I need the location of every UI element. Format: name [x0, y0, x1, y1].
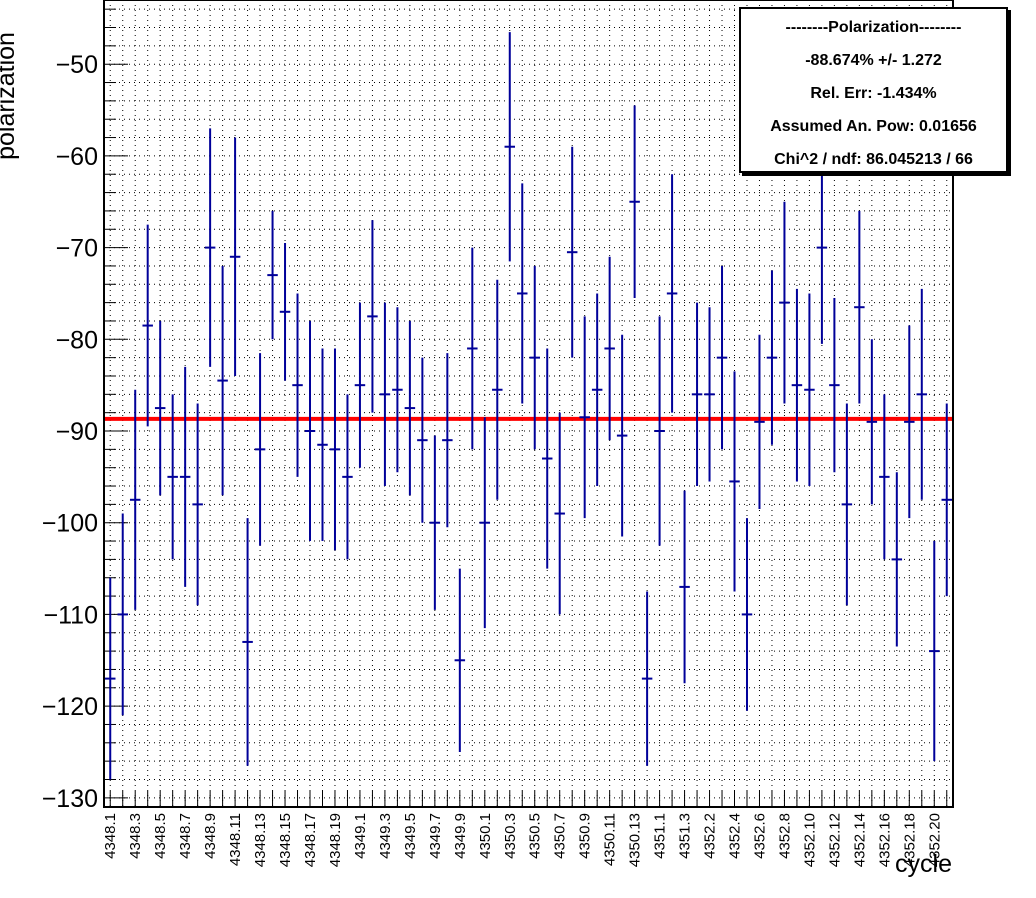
- x-tick-label: 4348.11: [227, 813, 244, 866]
- stats-an-pow: Assumed An. Pow: 0.01656: [770, 118, 977, 135]
- x-tick-label: 4351.1: [652, 813, 669, 859]
- y-tick-label: −80: [56, 326, 98, 354]
- y-tick-label: −70: [56, 235, 98, 263]
- y-tick-label: −90: [56, 418, 98, 446]
- x-tick-label: 4351.3: [677, 813, 694, 859]
- x-tick-labels: 4348.1 4348.3 4348.5 4348.7 4348.9 4348.11 434…: [102, 813, 943, 867]
- x-tick-label: 4350.13: [627, 813, 644, 867]
- plot-frame: [103, 0, 954, 808]
- x-tick-label: 4352.16: [876, 813, 893, 867]
- x-tick-label: 4348.15: [277, 813, 294, 867]
- x-tick-label: 4352.4: [727, 813, 744, 859]
- y-tick-label: −60: [56, 143, 98, 171]
- x-tick-label: 4352.20: [926, 813, 943, 867]
- x-tick-label: 4348.9: [202, 813, 219, 859]
- x-axis-label: cycle: [895, 850, 952, 878]
- x-tick-label: 4352.8: [776, 813, 793, 859]
- x-tick-label: 4348.7: [177, 813, 194, 859]
- x-tick-label: 4352.12: [826, 813, 843, 867]
- x-tick-label: 4352.6: [751, 813, 768, 859]
- x-tick-label: 4348.19: [327, 813, 344, 867]
- y-axis-label: polarization: [0, 32, 20, 160]
- x-tick-label: 4348.1: [102, 813, 119, 859]
- x-tick-label: 4350.3: [502, 813, 519, 859]
- x-tick-label: 4352.18: [901, 813, 918, 867]
- x-tick-label: 4350.9: [577, 813, 594, 859]
- y-tick-label: −50: [56, 51, 98, 79]
- x-tick-label: 4349.3: [377, 813, 394, 859]
- data-points: [105, 32, 952, 780]
- x-tick-label: 4350.1: [477, 813, 494, 859]
- x-tick-label: 4352.10: [801, 813, 818, 867]
- y-tick-label: −130: [42, 785, 98, 813]
- y-tick-label: −100: [42, 510, 98, 538]
- x-tick-label: 4350.7: [552, 813, 569, 859]
- x-tick-label: 4348.17: [302, 813, 319, 867]
- stats-box: --------Polarization-------- -88.674% +/…: [739, 7, 1008, 173]
- stats-value: -88.674% +/- 1.272: [805, 52, 942, 69]
- x-tick-label: 4348.3: [127, 813, 144, 859]
- x-tick-label: 4348.13: [252, 813, 269, 867]
- x-tick-label: 4352.14: [851, 813, 868, 867]
- y-tick-label: −120: [42, 693, 98, 721]
- x-tick-label: 4349.1: [352, 813, 369, 859]
- x-tick-label: 4350.11: [602, 813, 619, 866]
- x-tick-label: 4350.5: [527, 813, 544, 859]
- x-tick-label: 4348.5: [152, 813, 169, 859]
- stats-chi2: Chi^2 / ndf: 86.045213 / 66: [774, 151, 973, 168]
- y-tick-label: −110: [44, 601, 98, 629]
- x-tick-label: 4352.2: [702, 813, 719, 859]
- y-tick-labels: −130 −120 −110 −100 −90 −80 −70 −60 −50: [42, 51, 98, 813]
- stats-rel-err: Rel. Err: -1.434%: [810, 85, 937, 102]
- x-tick-label: 4349.7: [427, 813, 444, 859]
- x-tick-label: 4349.5: [402, 813, 419, 859]
- x-tick-label: 4349.9: [452, 813, 469, 859]
- stats-title: --------Polarization--------: [785, 19, 962, 36]
